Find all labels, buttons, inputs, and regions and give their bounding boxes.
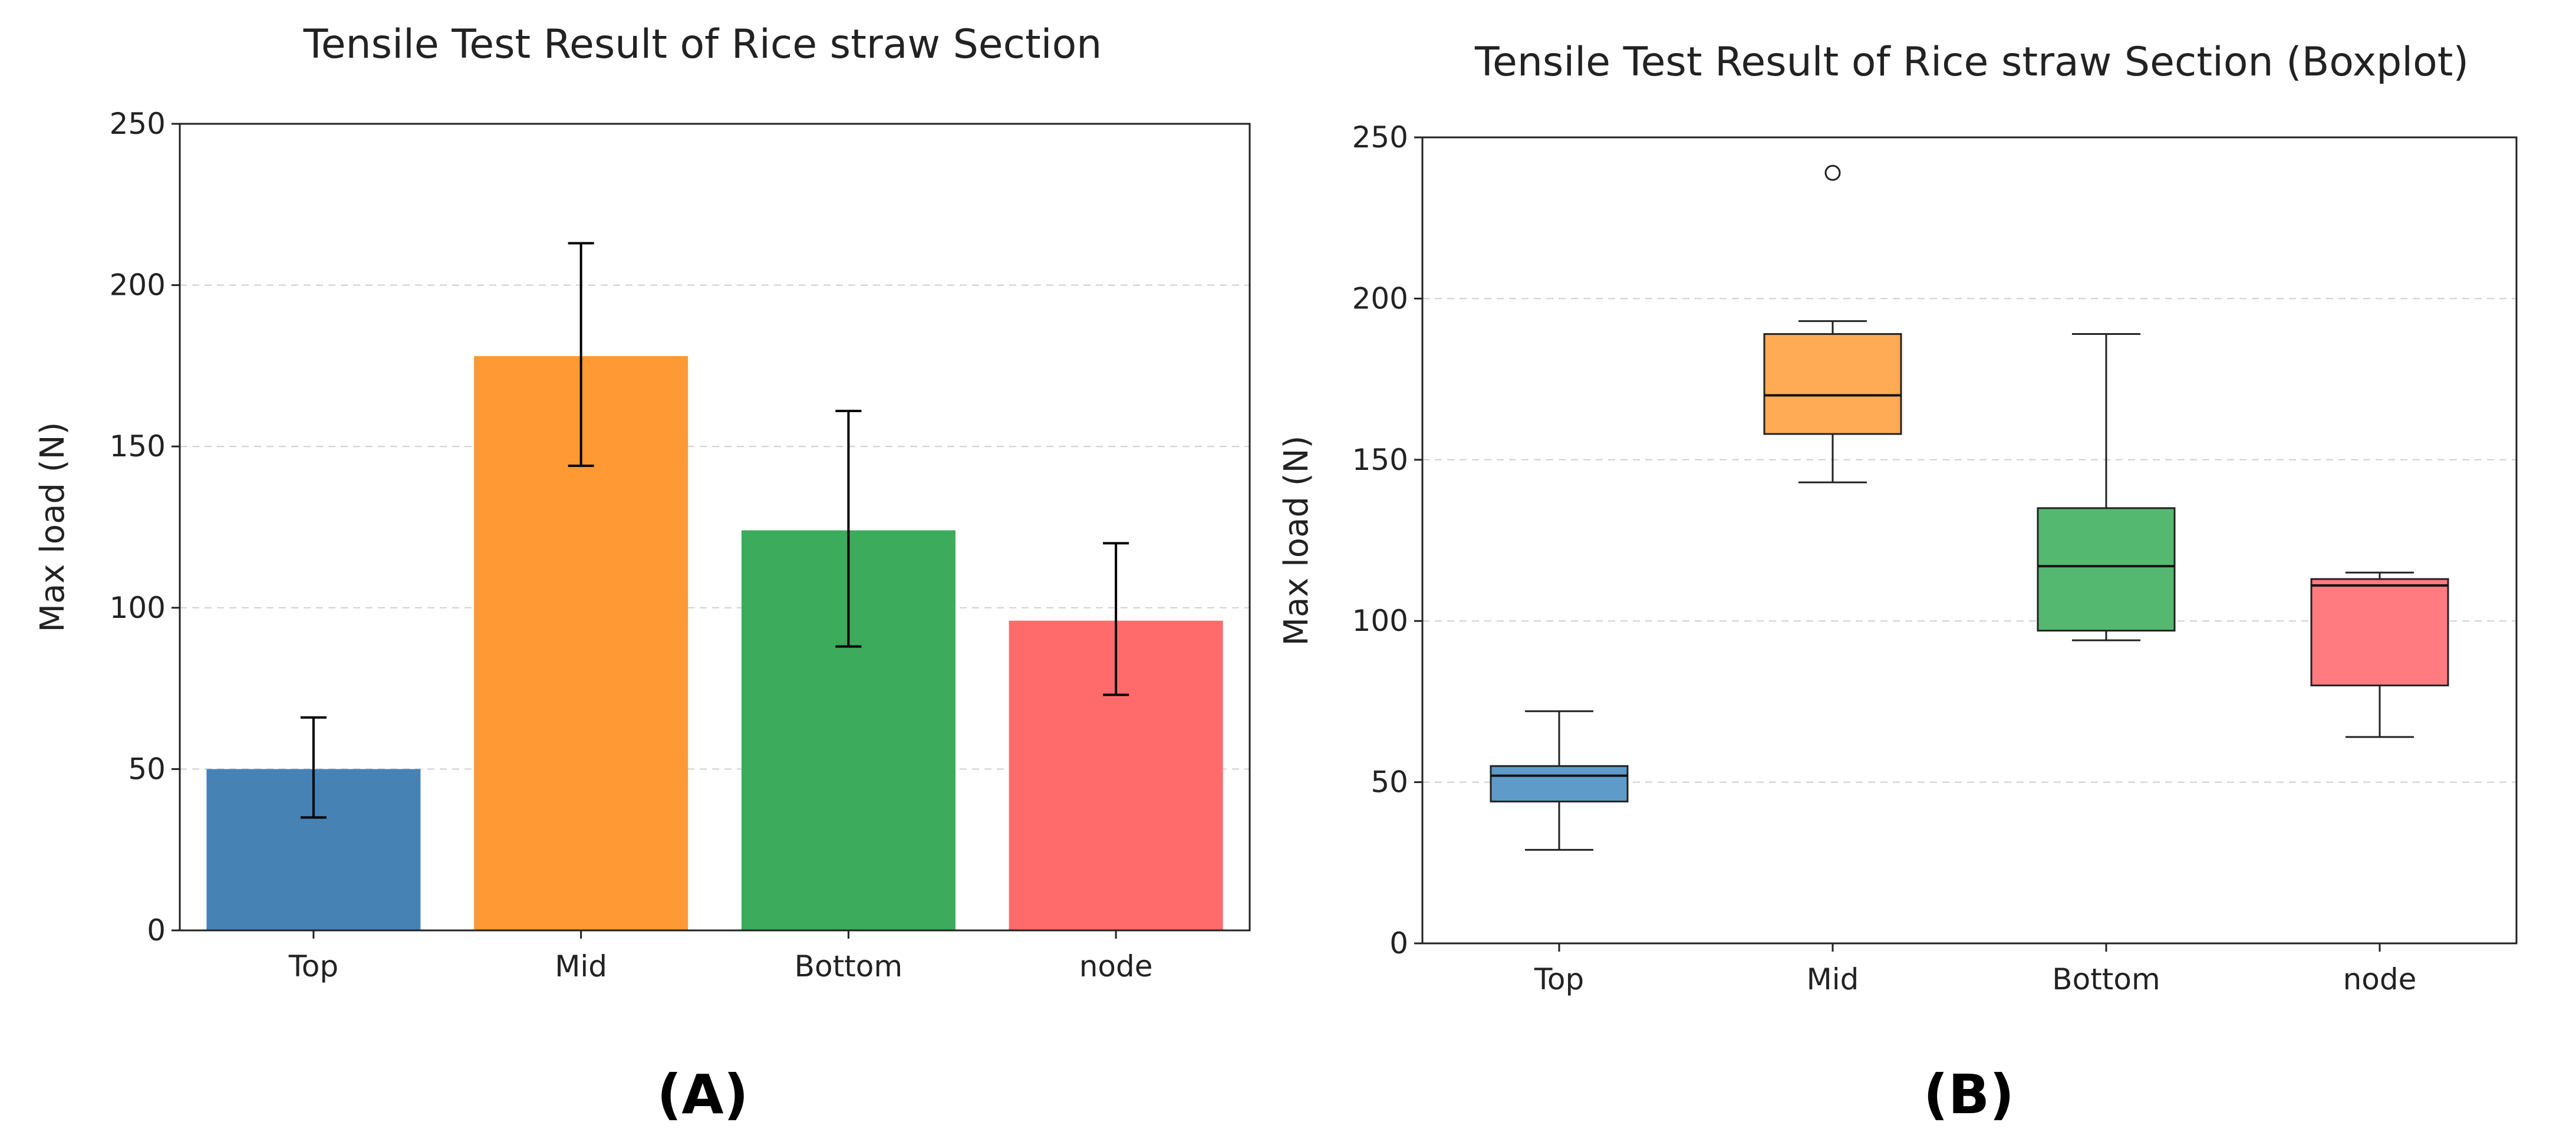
panel-b-label: (B) — [1923, 1063, 2014, 1126]
x-tick-label-bottom: Bottom — [2052, 962, 2160, 996]
box-top — [1490, 765, 1629, 802]
box-bottom — [2037, 507, 2176, 632]
chart-a-plot-frame — [179, 123, 1251, 932]
y-tick-label-150: 150 — [110, 429, 166, 463]
chart-a-ylabel: Max load (N) — [34, 422, 72, 633]
chart-a-y-axis: 0 50 100 150 200 250 — [110, 107, 180, 947]
y-tick-label-150: 150 — [1352, 443, 1408, 477]
y-tick-label-200: 200 — [1352, 281, 1408, 315]
x-tick-label-bottom: Bottom — [795, 949, 902, 983]
x-tick-label-top: Top — [1534, 962, 1584, 996]
chart-b-ylabel: Max load (N) — [1277, 436, 1316, 646]
y-tick-label-50: 50 — [128, 752, 166, 786]
panel-b-boxplot: Tensile Test Result of Rice straw Sectio… — [1277, 39, 2518, 1126]
chart-b-y-axis: 0 50 100 150 200 250 — [1352, 120, 1422, 960]
y-tick-label-100: 100 — [110, 591, 166, 625]
x-tick-label-node: node — [2343, 962, 2417, 996]
chart-a-error-bars — [300, 242, 1129, 819]
chart-b-title: Tensile Test Result of Rice straw Sectio… — [1474, 39, 2469, 85]
y-tick-label-100: 100 — [1352, 604, 1408, 638]
y-tick-label-200: 200 — [110, 268, 166, 302]
x-tick-label-top: Top — [288, 949, 338, 983]
box-node — [2310, 578, 2449, 687]
outlier-point-mid-0 — [1824, 164, 1841, 181]
y-tick-label-250: 250 — [1352, 120, 1408, 154]
x-tick-label-mid: Mid — [555, 949, 607, 983]
chart-b-plot-frame — [1421, 136, 2518, 945]
x-tick-label-node: node — [1079, 949, 1153, 983]
panel-a-bar-chart: Tensile Test Result of Rice straw Sectio… — [34, 21, 1251, 1126]
x-tick-label-mid: Mid — [1807, 962, 1859, 996]
y-tick-label-0: 0 — [147, 913, 166, 947]
y-tick-label-250: 250 — [110, 107, 166, 141]
chart-a-bars — [206, 356, 1223, 930]
chart-b-gridlines — [1422, 298, 2516, 783]
y-tick-label-50: 50 — [1371, 765, 1408, 799]
chart-a-x-axis: Top Mid Bottom node — [288, 930, 1153, 983]
chart-b-boxes — [1490, 164, 2449, 851]
box-mid — [1763, 333, 1902, 435]
chart-a-title: Tensile Test Result of Rice straw Sectio… — [303, 21, 1102, 68]
y-tick-label-0: 0 — [1389, 926, 1408, 960]
panel-a-label: (A) — [657, 1063, 748, 1126]
chart-b-x-axis: Top Mid Bottom node — [1534, 943, 2417, 996]
